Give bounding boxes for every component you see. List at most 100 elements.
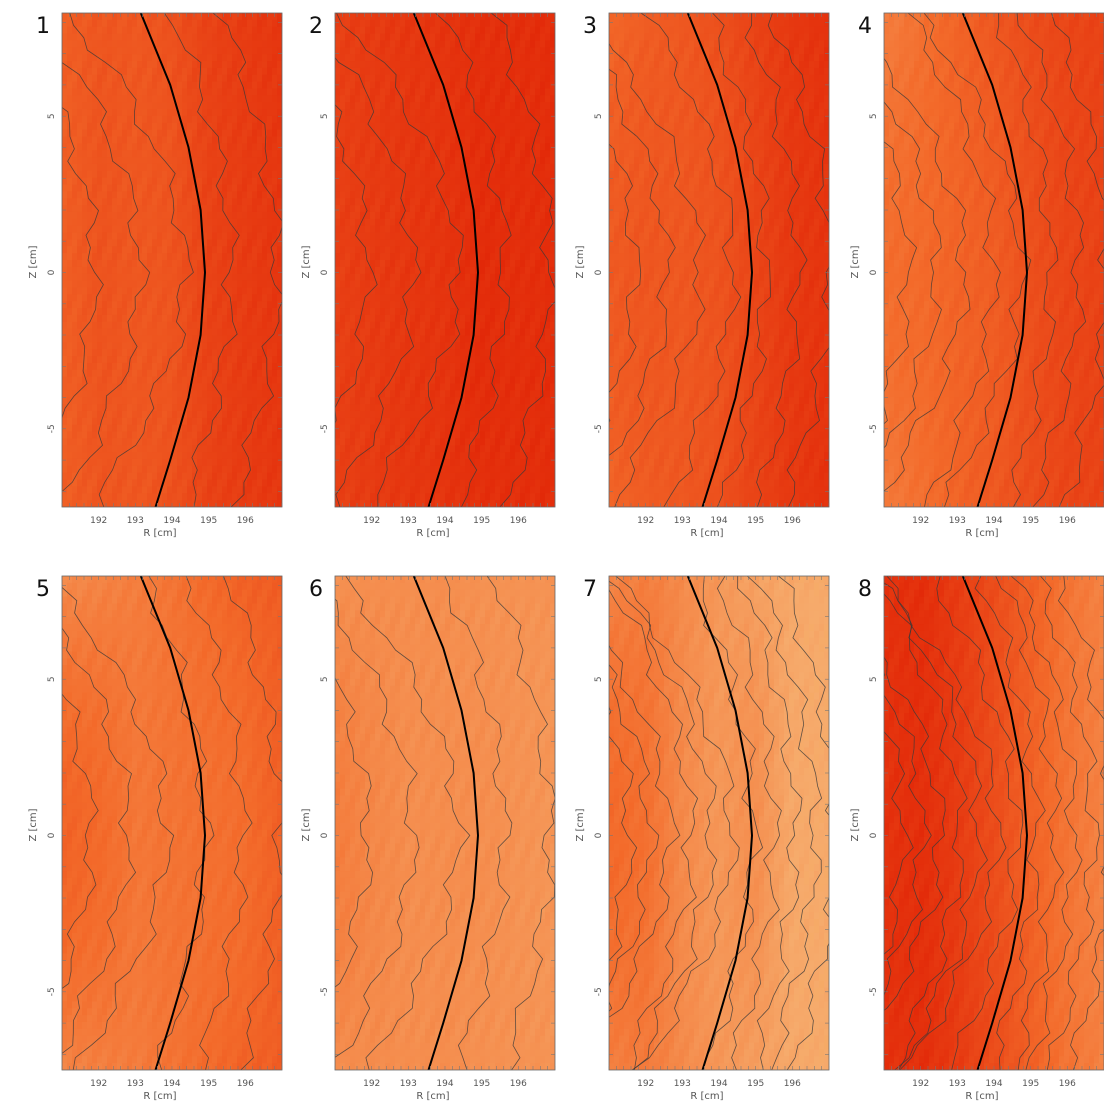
heatmap-cell [122, 95, 128, 103]
heatmap-cell [540, 102, 546, 110]
heatmap-cell [445, 47, 451, 55]
heatmap-cell [202, 479, 208, 488]
heatmap-cell [192, 19, 198, 28]
heatmap-cell [385, 184, 391, 192]
heatmap-cell [365, 115, 371, 124]
heatmap-cell [72, 404, 78, 412]
heatmap-cell [400, 13, 406, 21]
heatmap-cell [62, 239, 68, 247]
heatmap-cell [202, 88, 208, 96]
heatmap-cell [112, 205, 118, 213]
heatmap-cell [147, 246, 153, 254]
heatmap-cell [82, 225, 88, 234]
heatmap-cell [202, 458, 208, 467]
heatmap-cell [177, 170, 183, 179]
heatmap-cell [227, 177, 233, 186]
heatmap-cell [127, 225, 133, 234]
heatmap-cell [122, 479, 128, 488]
heatmap-cell [122, 136, 128, 144]
heatmap-cell [525, 136, 531, 144]
heatmap-cell [97, 136, 103, 144]
heatmap-cell [97, 486, 103, 494]
heatmap-cell [345, 225, 351, 234]
heatmap-cell [132, 122, 138, 131]
heatmap-cell [525, 246, 531, 254]
heatmap-cell [430, 88, 436, 96]
heatmap-cell [67, 81, 73, 90]
heatmap-cell [122, 40, 128, 48]
heatmap-cell [460, 246, 466, 254]
heatmap-cell [445, 273, 451, 282]
heatmap-cell [430, 67, 436, 76]
heatmap-cell [217, 458, 223, 467]
heatmap-cell [152, 356, 158, 364]
heatmap-cell [460, 218, 466, 227]
heatmap-cell [132, 362, 138, 371]
heatmap-cell [515, 163, 521, 172]
heatmap-cell [237, 301, 243, 309]
heatmap-cell [77, 40, 83, 48]
heatmap-cell [277, 390, 282, 398]
heatmap-cell [197, 109, 203, 117]
heatmap-cell [107, 184, 113, 192]
heatmap-cell [495, 19, 501, 28]
heatmap-cell [237, 13, 243, 21]
heatmap-cell [202, 294, 208, 302]
heatmap-cell [510, 266, 516, 275]
heatmap-cell [97, 122, 103, 131]
heatmap-cell [132, 143, 138, 151]
heatmap-cell [242, 486, 248, 494]
heatmap-cell [182, 266, 188, 275]
heatmap-cell [355, 253, 361, 261]
heatmap-cell [247, 390, 253, 398]
heatmap-cell [72, 13, 78, 21]
heatmap-cell [475, 225, 481, 234]
heatmap-cell [410, 170, 416, 179]
heatmap-cell [247, 280, 253, 289]
heatmap-cell [415, 205, 421, 213]
heatmap-cell [182, 383, 188, 391]
heatmap-cell [520, 170, 526, 179]
heatmap-cell [355, 218, 361, 227]
heatmap-cell [335, 74, 341, 83]
heatmap-cell [77, 191, 83, 199]
heatmap-cell [247, 198, 253, 206]
heatmap-cell [212, 88, 218, 96]
heatmap-cell [355, 184, 361, 192]
heatmap-cell [82, 218, 88, 227]
heatmap-cell [410, 102, 416, 110]
heatmap-cell [450, 40, 456, 48]
heatmap-cell [515, 136, 521, 144]
heatmap-cell [207, 266, 213, 275]
heatmap-cell [232, 67, 238, 76]
heatmap-cell [410, 150, 416, 158]
heatmap-cell [370, 184, 376, 192]
heatmap-cell [475, 109, 481, 117]
heatmap-cell [192, 143, 198, 151]
heatmap-cell [267, 458, 273, 467]
heatmap-cell [525, 47, 531, 55]
heatmap-cell [67, 493, 73, 501]
heatmap-cell [182, 369, 188, 378]
heatmap-cell [415, 81, 421, 90]
heatmap-cell [490, 198, 496, 206]
heatmap-cell [187, 452, 193, 460]
heatmap-cell [435, 95, 441, 103]
heatmap-cell [267, 301, 273, 309]
heatmap-cell [87, 390, 93, 398]
heatmap-cell [77, 452, 83, 460]
heatmap-cell [152, 383, 158, 391]
heatmap-cell [82, 67, 88, 76]
heatmap-cell [107, 335, 113, 343]
heatmap-cell [207, 397, 213, 405]
heatmap-cell [485, 115, 491, 124]
heatmap-cell [142, 376, 148, 385]
heatmap-cell [252, 177, 258, 186]
heatmap-cell [77, 157, 83, 165]
heatmap-cell [375, 102, 381, 110]
heatmap-cell [177, 95, 183, 103]
heatmap-cell [267, 486, 273, 494]
heatmap-cell [272, 493, 278, 501]
heatmap-cell [202, 417, 208, 426]
heatmap-cell [440, 26, 446, 35]
